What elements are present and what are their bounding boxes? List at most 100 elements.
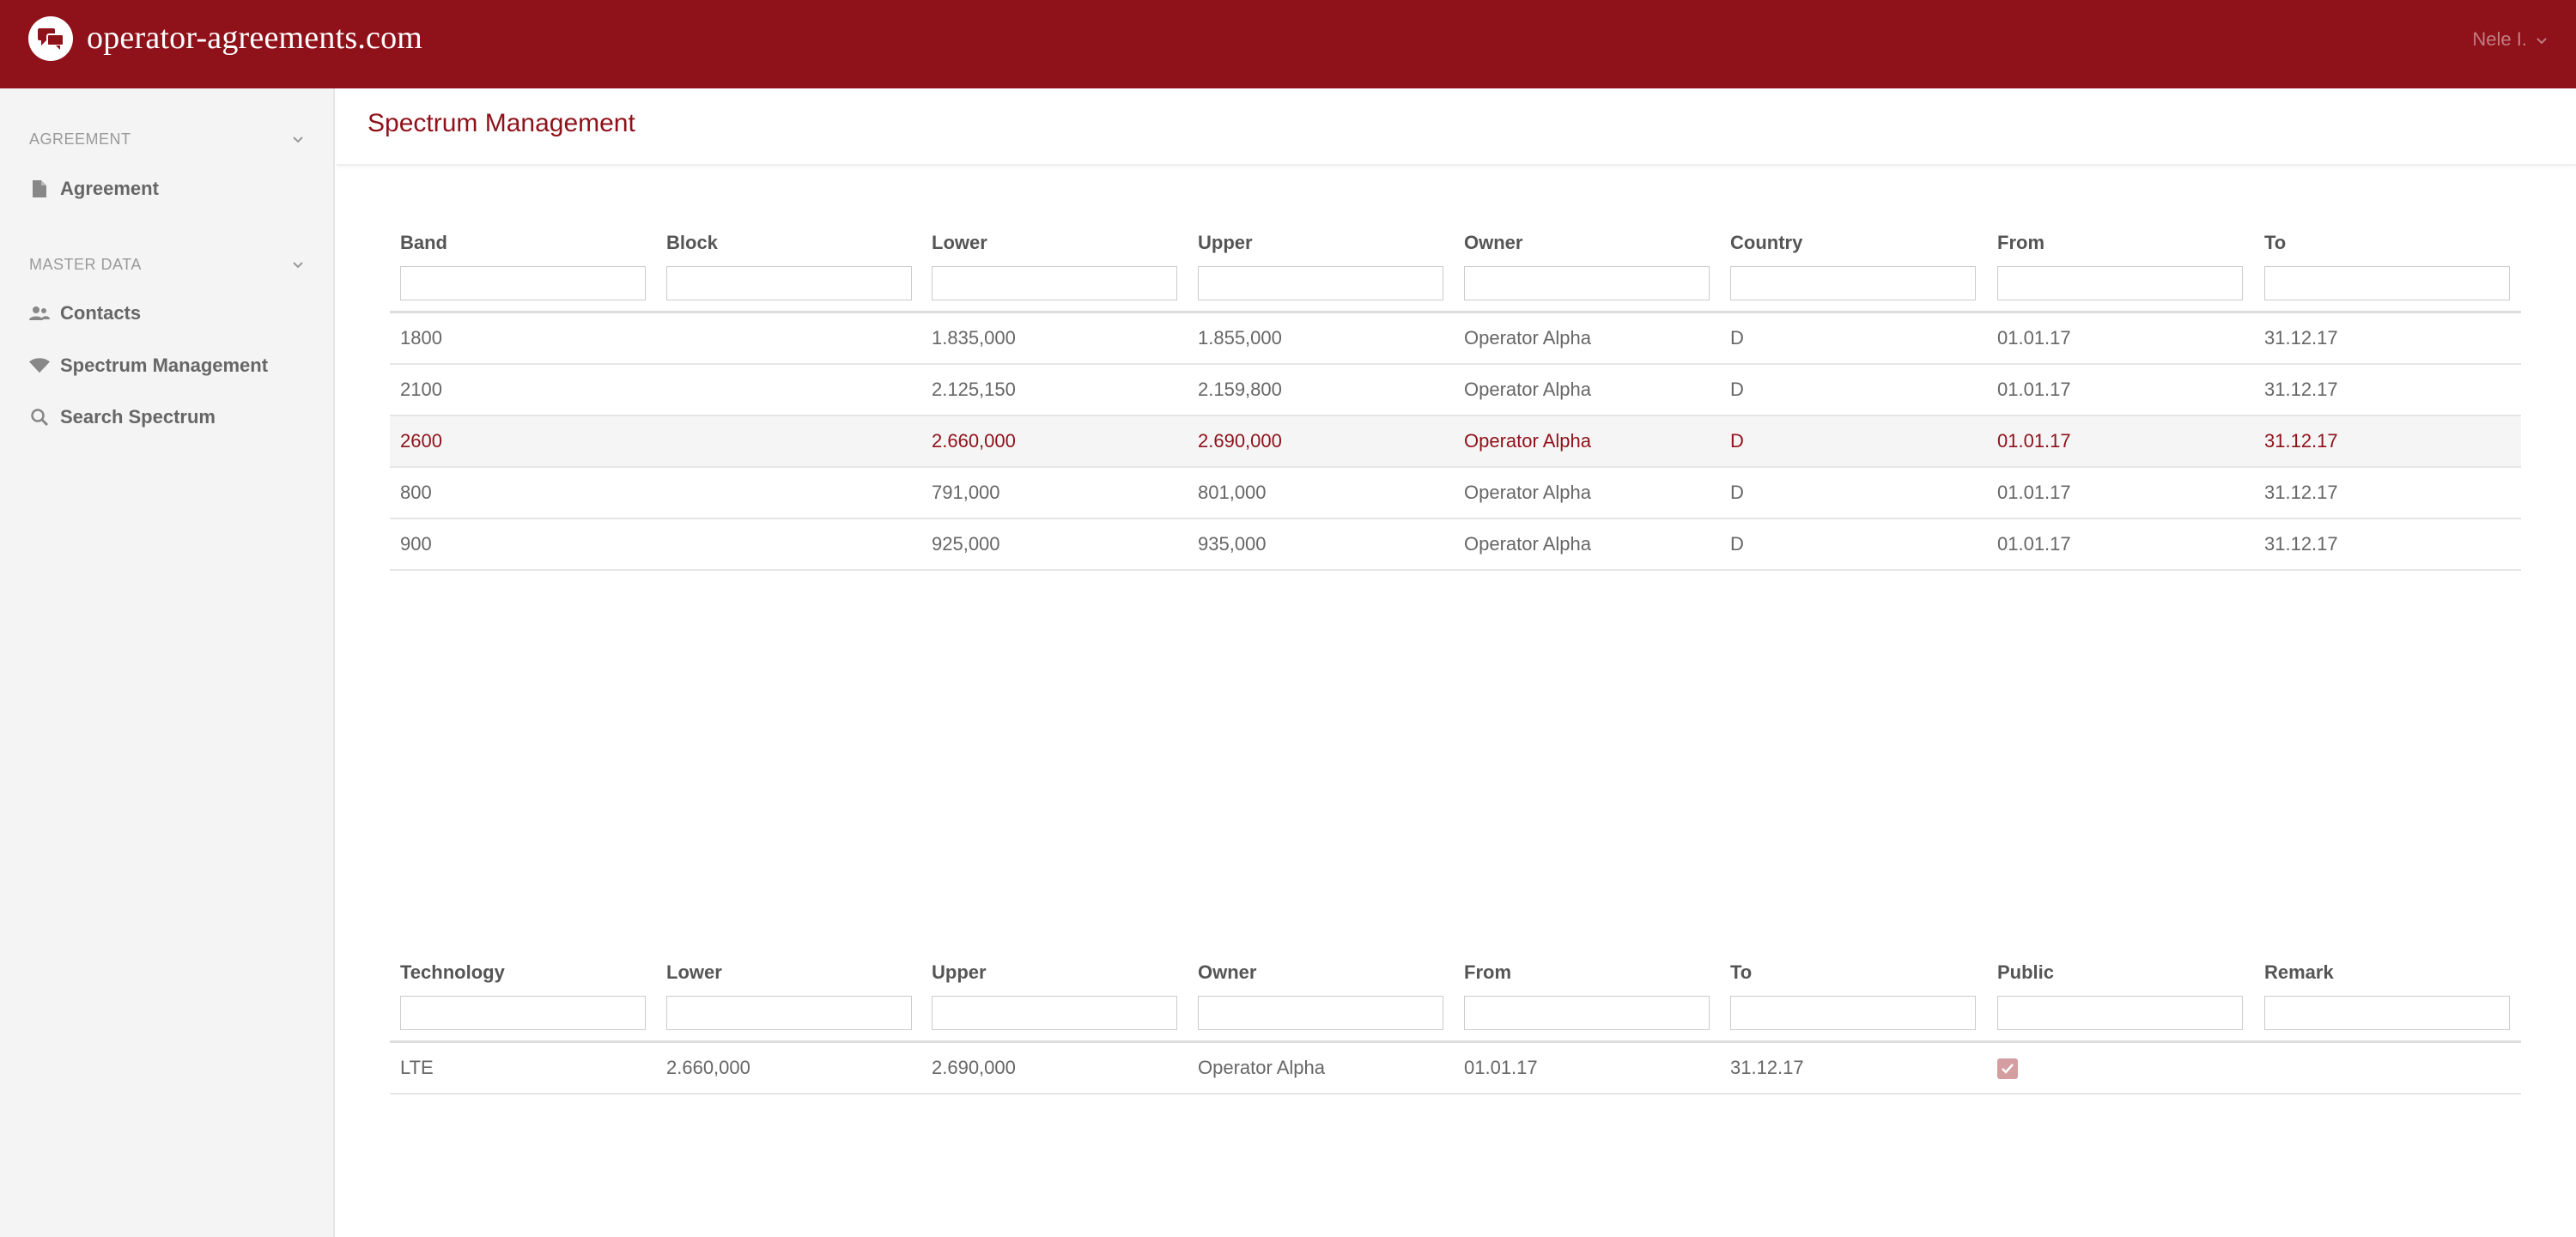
- table-row[interactable]: 2100 2.125,150 2.159,800 Operator Alpha D 01.…: [390, 365, 2521, 416]
- sidebar-item-label: Contacts: [60, 302, 142, 324]
- column-header[interactable]: Band: [400, 232, 447, 253]
- table-cell: 800: [400, 482, 432, 503]
- table-cell: D: [1730, 379, 1744, 400]
- user-name: Nele I.: [2472, 28, 2527, 50]
- filter-from-input[interactable]: [1464, 996, 1710, 1030]
- user-menu[interactable]: Nele I.: [2472, 24, 2548, 55]
- column-header[interactable]: Block: [666, 232, 718, 253]
- checkmark-icon: [2002, 1064, 2014, 1074]
- table-cell: 935,000: [1198, 533, 1267, 555]
- table-cell: 01.01.17: [1997, 379, 2071, 400]
- table-cell: 31.12.17: [2264, 533, 2338, 555]
- spectrum-table: Band Block Lower Upper Owner Country Fro…: [390, 232, 2521, 571]
- column-header[interactable]: Remark: [2264, 961, 2334, 983]
- brand-name[interactable]: operator-agreements.com: [87, 20, 423, 56]
- sidebar-item-spectrum-management[interactable]: Spectrum Management: [29, 350, 313, 381]
- table-cell: 01.01.17: [1997, 482, 2071, 503]
- table-cell: 2.125,150: [932, 379, 1016, 400]
- search-icon: [29, 407, 50, 427]
- table-row[interactable]: 900 925,000 935,000 Operator Alpha D 01.01.17…: [390, 519, 2521, 571]
- filter-block-input[interactable]: [666, 266, 912, 300]
- table-cell: Operator Alpha: [1464, 482, 1591, 503]
- table-header: Band Block Lower Upper Owner Country Fro…: [390, 232, 2521, 266]
- table-cell: 31.12.17: [2264, 430, 2338, 452]
- sidebar-item-label: Agreement: [60, 178, 159, 199]
- column-header[interactable]: From: [1997, 232, 2044, 253]
- sidebar-item-search-spectrum[interactable]: Search Spectrum: [29, 402, 313, 433]
- column-header[interactable]: Upper: [932, 961, 987, 983]
- column-header[interactable]: From: [1464, 961, 1511, 983]
- column-header[interactable]: To: [1730, 961, 1753, 983]
- table-cell: 2.690,000: [1198, 430, 1282, 452]
- column-header[interactable]: Technology: [400, 961, 505, 983]
- table-cell: D: [1730, 482, 1744, 503]
- filter-public-input[interactable]: [1997, 996, 2243, 1030]
- table-cell: Operator Alpha: [1198, 1057, 1325, 1078]
- filter-remark-input[interactable]: [2264, 996, 2510, 1030]
- table-cell: D: [1730, 533, 1744, 555]
- sidebar-section-master-data[interactable]: MASTER DATA: [29, 252, 304, 277]
- column-header[interactable]: To: [2264, 232, 2287, 253]
- page-title-bar: Spectrum Management: [337, 88, 2576, 166]
- section-label: MASTER DATA: [29, 255, 142, 273]
- column-header[interactable]: Lower: [666, 961, 722, 983]
- filter-owner-input[interactable]: [1198, 996, 1443, 1030]
- filter-upper-input[interactable]: [1198, 266, 1443, 300]
- filter-owner-input[interactable]: [1464, 266, 1710, 300]
- table-body: 1800 1.835,000 1.855,000 Operator Alpha D 01.…: [390, 313, 2521, 571]
- column-header[interactable]: Upper: [1198, 232, 1253, 253]
- header-divider: [390, 1040, 2521, 1043]
- table-cell: 791,000: [932, 482, 1000, 503]
- table-cell: 2600: [400, 430, 442, 452]
- filter-band-input[interactable]: [400, 266, 646, 300]
- public-checkbox[interactable]: [1997, 1058, 2018, 1079]
- table-cell: 2100: [400, 379, 442, 400]
- column-header[interactable]: Owner: [1198, 961, 1257, 983]
- table-cell: Operator Alpha: [1464, 430, 1591, 452]
- filter-to-input[interactable]: [1730, 996, 1976, 1030]
- filter-upper-input[interactable]: [932, 996, 1177, 1030]
- filter-to-input[interactable]: [2264, 266, 2510, 300]
- table-cell: 2.660,000: [932, 430, 1016, 452]
- sidebar-section-agreement[interactable]: AGREEMENT: [29, 126, 304, 152]
- table-cell: 31.12.17: [2264, 327, 2338, 349]
- column-header[interactable]: Public: [1997, 961, 2055, 983]
- filter-country-input[interactable]: [1730, 266, 1976, 300]
- column-header[interactable]: Owner: [1464, 232, 1523, 253]
- usage-table: Technology Lower Upper Owner From To Pub…: [390, 961, 2521, 1095]
- table-cell: Operator Alpha: [1464, 327, 1591, 349]
- table-cell: Operator Alpha: [1464, 379, 1591, 400]
- table-cell: 31.12.17: [2264, 379, 2338, 400]
- sidebar-item-contacts[interactable]: Contacts: [29, 298, 313, 329]
- table-cell: 01.01.17: [1997, 533, 2071, 555]
- table-cell: 2.690,000: [932, 1057, 1016, 1078]
- table-cell: D: [1730, 430, 1744, 452]
- sidebar-item-label: Spectrum Management: [60, 355, 269, 376]
- table-row[interactable]: 1800 1.835,000 1.855,000 Operator Alpha D 01.…: [390, 313, 2521, 365]
- table-row[interactable]: 800 791,000 801,000 Operator Alpha D 01.01.17…: [390, 468, 2521, 519]
- table-cell: 1.835,000: [932, 327, 1016, 349]
- table-row[interactable]: LTE 2.660,000 2.690,000 Operator Alpha 01.01…: [390, 1043, 2521, 1095]
- table-cell: LTE: [400, 1057, 434, 1078]
- table-cell: 1800: [400, 327, 442, 349]
- filter-row: [390, 996, 2521, 1040]
- section-label: AGREEMENT: [29, 130, 131, 148]
- filter-from-input[interactable]: [1997, 266, 2243, 300]
- filter-lower-input[interactable]: [666, 996, 912, 1030]
- sidebar-item-agreement[interactable]: Agreement: [29, 173, 313, 204]
- table-cell: 31.12.17: [1730, 1057, 1804, 1078]
- table-cell: 01.01.17: [1464, 1057, 1538, 1078]
- table-cell: Operator Alpha: [1464, 533, 1591, 555]
- column-header[interactable]: Country: [1730, 232, 1803, 253]
- filter-technology-input[interactable]: [400, 996, 646, 1030]
- chat-logo-icon[interactable]: [28, 16, 73, 61]
- file-icon: [29, 179, 50, 199]
- column-header[interactable]: Lower: [932, 232, 987, 253]
- table-cell: 01.01.17: [1997, 430, 2071, 452]
- filter-lower-input[interactable]: [932, 266, 1177, 300]
- table-cell: 01.01.17: [1997, 327, 2071, 349]
- table-row[interactable]: 2600 2.660,000 2.690,000 Operator Alpha D 01.…: [390, 416, 2521, 468]
- filter-row: [390, 266, 2521, 311]
- chevron-down-icon: [292, 130, 304, 149]
- chevron-down-icon: [2536, 28, 2548, 51]
